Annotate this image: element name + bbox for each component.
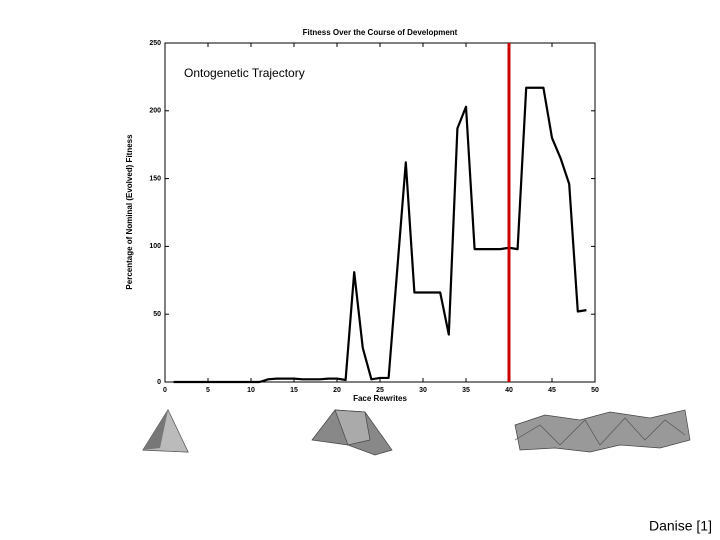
- y-tick-label: 150: [149, 175, 161, 182]
- tetrahedron-face: [143, 410, 168, 450]
- y-tick-label: 50: [153, 311, 161, 318]
- chart-title: Fitness Over the Course of Development: [303, 28, 458, 37]
- x-tick-label: 15: [290, 387, 298, 394]
- x-tick-label: 40: [505, 387, 513, 394]
- polyhedron-large: [514, 409, 691, 453]
- y-axis-label: Percentage of Nominal (Evolved) Fitness: [125, 134, 134, 290]
- x-tick-label: 10: [247, 387, 255, 394]
- x-tick-label: 30: [419, 387, 427, 394]
- annotation: Ontogenetic Trajectory: [184, 66, 305, 80]
- footer: Danise [1]: [649, 518, 712, 534]
- x-tick-label: 20: [333, 387, 341, 394]
- fitness-line: [173, 86, 587, 384]
- y-tick-label: 0: [157, 379, 161, 386]
- x-tick-label: 25: [376, 387, 384, 394]
- x-axis-label: Face Rewrites: [353, 394, 407, 403]
- y-tick-label: 200: [149, 108, 161, 115]
- y-tick-label: 100: [149, 243, 161, 250]
- polyhedron-large-edges: [514, 417, 686, 446]
- x-tick-label: 0: [163, 387, 167, 394]
- x-tick-label: 50: [591, 387, 599, 394]
- y-tick-label: 250: [149, 40, 161, 47]
- x-tick-label: 35: [462, 387, 470, 394]
- polyhedra: [142, 408, 691, 456]
- x-tick-label: 5: [206, 387, 210, 394]
- polyhedron-medium-face: [334, 409, 371, 446]
- x-tick-label: 45: [548, 387, 556, 394]
